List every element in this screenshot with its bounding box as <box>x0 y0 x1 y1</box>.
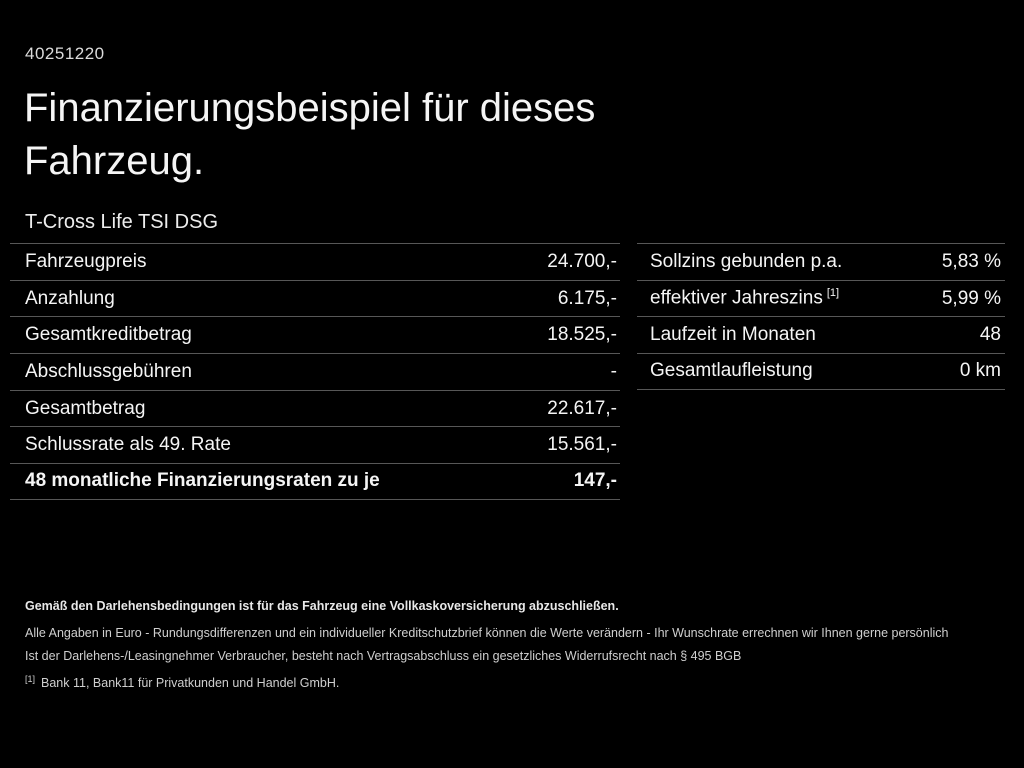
row-value: 0 km <box>959 360 1001 382</box>
financing-details-table: Fahrzeugpreis 24.700,- Anzahlung 6.175,-… <box>10 243 620 500</box>
interest-details-table: Sollzins gebunden p.a. 5,83 % effektiver… <box>637 243 1005 390</box>
footnote-reference: [1] <box>826 287 840 300</box>
footnote-bank: [1] Bank 11, Bank11 für Privatkunden und … <box>25 672 1004 691</box>
row-label: Schlussrate als 49. Rate <box>25 434 231 456</box>
row-value: 22.617,- <box>547 397 617 419</box>
row-label: Gesamtbetrag <box>25 397 146 419</box>
footnote-text: Bank 11, Bank11 für Privatkunden und Han… <box>41 676 340 691</box>
table-row-schlussrate: Schlussrate als 49. Rate 15.561,- <box>10 426 620 463</box>
row-value: 24.700,- <box>547 250 617 272</box>
page-title: Finanzierungsbeispiel für dieses Fahrzeu… <box>24 82 595 188</box>
row-label: Anzahlung <box>25 287 115 309</box>
table-row-effektiver-jahreszins: effektiver Jahreszins [1] 5,99 % <box>637 279 1005 317</box>
row-label: Sollzins gebunden p.a. <box>650 250 843 272</box>
row-value: 15.561,- <box>547 434 617 456</box>
row-value: 48 <box>979 324 1001 346</box>
row-value: 6.175,- <box>557 287 617 309</box>
row-label: effektiver Jahreszins [1] <box>637 287 839 309</box>
row-label: Gesamtlaufleistung <box>650 360 813 382</box>
row-value: - <box>610 360 617 382</box>
row-label: 48 monatliche Finanzierungsraten zu je <box>25 470 380 492</box>
table-row-abschlussgebuehren: Abschlussgebühren - <box>10 353 620 390</box>
table-row-gesamtbetrag: Gesamtbetrag 22.617,- <box>10 389 620 427</box>
table-row-sollzins: Sollzins gebunden p.a. 5,83 % <box>637 243 1005 280</box>
row-label: Fahrzeugpreis <box>25 250 147 272</box>
document-number: 40251220 <box>25 44 105 63</box>
row-value: 5,99 % <box>941 287 1001 309</box>
row-label: Laufzeit in Monaten <box>650 324 816 346</box>
row-label: Abschlussgebühren <box>25 360 192 382</box>
row-value: 5,83 % <box>941 250 1001 272</box>
table-row-anzahlung: Anzahlung 6.175,- <box>10 279 620 317</box>
table-row-fahrzeugpreis: Fahrzeugpreis 24.700,- <box>10 243 620 280</box>
table-row-gesamtkreditbetrag: Gesamtkreditbetrag 18.525,- <box>10 316 620 353</box>
page-title-line-1: Finanzierungsbeispiel für dieses <box>24 86 596 130</box>
disclaimer-rounding: Alle Angaben in Euro - Rundungsdifferenz… <box>25 626 949 640</box>
disclaimer-withdrawal-right: Ist der Darlehens-/Leasingnehmer Verbrau… <box>25 649 742 663</box>
footnote-marker: [1] <box>25 674 36 684</box>
row-label: Gesamtkreditbetrag <box>25 324 192 346</box>
table-row-laufzeit: Laufzeit in Monaten 48 <box>637 316 1005 353</box>
table-row-gesamtlaufleistung: Gesamtlaufleistung 0 km <box>637 353 1005 390</box>
row-value: 147,- <box>573 470 617 492</box>
row-label-text: effektiver Jahreszins <box>650 287 823 309</box>
table-row-monatsrate: 48 monatliche Finanzierungsraten zu je 1… <box>10 463 620 500</box>
vehicle-model: T-Cross Life TSI DSG <box>25 211 219 233</box>
disclaimer-insurance: Gemäß den Darlehensbedingungen ist für d… <box>25 599 619 613</box>
page-title-line-2: Fahrzeug. <box>24 139 205 183</box>
row-value: 18.525,- <box>547 324 617 346</box>
